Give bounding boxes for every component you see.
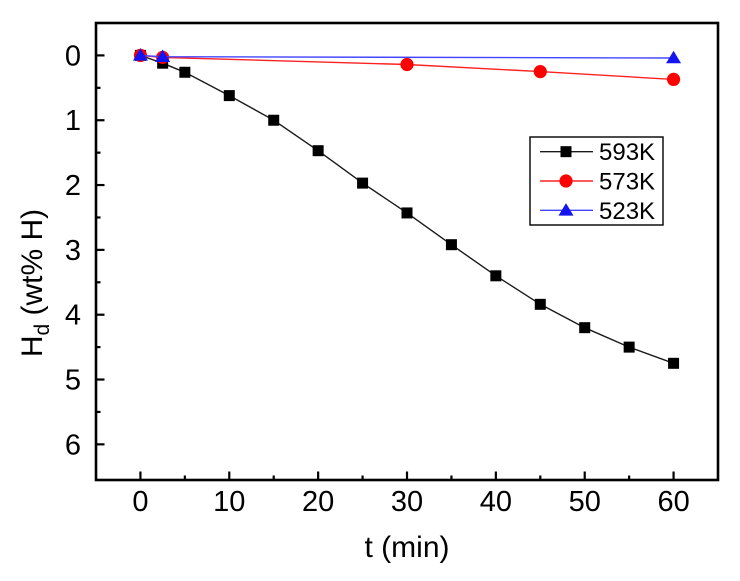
data-point-593K bbox=[312, 145, 324, 157]
data-point-593K bbox=[357, 177, 369, 189]
data-point-593K bbox=[223, 90, 235, 102]
legend-label-523K: 523K bbox=[599, 198, 655, 225]
data-point-593K bbox=[534, 298, 546, 310]
x-tick-label: 20 bbox=[302, 486, 334, 518]
x-tick-label: 40 bbox=[480, 486, 512, 518]
data-point-593K bbox=[268, 114, 280, 126]
series-line-593K bbox=[140, 54, 674, 364]
x-tick-label: 50 bbox=[569, 486, 601, 518]
y-tick-label: 1 bbox=[65, 105, 81, 137]
data-point-593K bbox=[623, 341, 635, 353]
series-523K bbox=[132, 48, 682, 64]
series-573K bbox=[133, 48, 681, 86]
legend-marker-square-icon bbox=[560, 146, 572, 158]
data-point-593K bbox=[445, 239, 457, 251]
y-tick-label: 4 bbox=[65, 300, 81, 332]
plot-layer: 0 10 20 30 40 50 60 0 1 2 3 4 5 6 bbox=[65, 21, 720, 518]
y-tick-label: 5 bbox=[65, 365, 81, 397]
legend-label-573K: 573K bbox=[599, 169, 655, 196]
data-point-573K bbox=[400, 57, 414, 72]
data-point-593K bbox=[179, 66, 191, 78]
x-tick-label: 60 bbox=[657, 486, 689, 518]
legend-marker-circle-icon bbox=[559, 174, 573, 188]
y-axis-title-text: Hd (wt% H) bbox=[16, 209, 54, 357]
data-point-593K bbox=[668, 357, 680, 369]
x-axis-title: t (min) bbox=[365, 531, 450, 564]
data-point-593K bbox=[490, 270, 502, 282]
y-tick-label: 3 bbox=[65, 235, 81, 267]
data-point-593K bbox=[401, 207, 413, 219]
legend-label-593K: 593K bbox=[599, 139, 655, 166]
data-point-523K bbox=[155, 49, 171, 62]
legend-item-523K: 523K bbox=[540, 198, 655, 225]
y-tick-label: 2 bbox=[65, 170, 81, 202]
data-point-573K bbox=[666, 72, 681, 86]
x-tick-label: 10 bbox=[213, 486, 245, 518]
y-axis-title: Hd (wt% H) bbox=[16, 209, 54, 357]
data-point-593K bbox=[579, 322, 591, 334]
y-tick-label: 6 bbox=[65, 429, 81, 461]
data-point-523K bbox=[132, 48, 148, 61]
x-tick-label: 0 bbox=[132, 486, 148, 518]
series-line-523K bbox=[140, 54, 674, 59]
legend-item-573K: 573K bbox=[540, 169, 655, 196]
x-tick-label: 30 bbox=[391, 486, 423, 518]
data-point-523K bbox=[666, 50, 682, 64]
plot-area-frame bbox=[94, 21, 720, 482]
data-point-573K bbox=[533, 65, 547, 79]
y-tick-label: 0 bbox=[65, 40, 81, 72]
legend-marker-triangle-icon bbox=[558, 203, 574, 216]
legend-item-593K: 593K bbox=[540, 139, 655, 166]
